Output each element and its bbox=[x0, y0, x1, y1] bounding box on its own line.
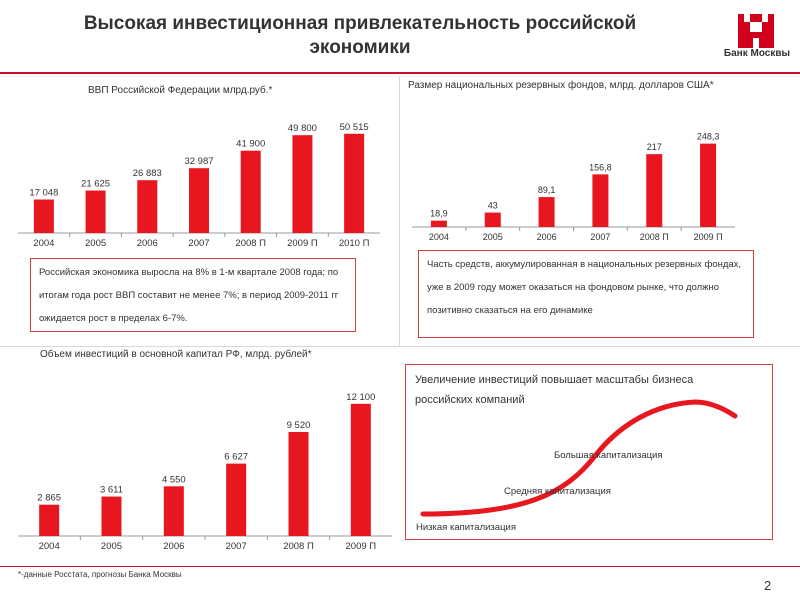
investment-bar bbox=[288, 432, 309, 536]
reserves-bar-chart: 18,9 2004 43 2005 89,1 2006 156,8 2007 217 2008 П… bbox=[412, 132, 735, 242]
investment-value-label: 2 865 bbox=[37, 493, 61, 504]
investment-value-label: 12 100 bbox=[346, 392, 375, 403]
investment-category-label: 2009 П bbox=[346, 541, 377, 552]
gdp-category-label: 2006 bbox=[137, 238, 158, 249]
investment-chart-title: Объем инвестиций в основной капитал РФ, … bbox=[40, 349, 312, 360]
investment-category-label: 2005 bbox=[101, 541, 122, 552]
gdp-value-label: 26 883 bbox=[133, 168, 162, 179]
gdp-bar bbox=[292, 135, 313, 233]
gdp-category-label: 2008 П bbox=[235, 238, 266, 249]
gdp-value-label: 17 048 bbox=[29, 188, 58, 199]
gdp-value-label: 21 625 bbox=[81, 179, 110, 190]
s-curve bbox=[420, 399, 738, 517]
reserves-value-label: 18,9 bbox=[430, 209, 448, 219]
investment-value-label: 9 520 bbox=[287, 420, 311, 431]
investment-value-label: 6 627 bbox=[224, 452, 248, 463]
investment-bar bbox=[101, 496, 122, 536]
investment-bar bbox=[350, 403, 371, 536]
footer-divider bbox=[0, 566, 800, 567]
low-cap-label: Низкая капитализация bbox=[416, 522, 516, 533]
gdp-chart-title: ВВП Российской Федерации млрд.руб.* bbox=[88, 85, 273, 96]
bank-logo bbox=[738, 14, 774, 48]
reserves-value-label: 217 bbox=[647, 142, 662, 152]
reserves-category-label: 2004 bbox=[429, 232, 449, 242]
gdp-bar bbox=[137, 180, 158, 233]
gdp-bar bbox=[240, 150, 261, 233]
reserves-bar bbox=[538, 197, 555, 227]
reserves-category-label: 2007 bbox=[590, 232, 610, 242]
reserves-category-label: 2005 bbox=[483, 232, 503, 242]
reserves-value-label: 156,8 bbox=[589, 162, 612, 172]
reserves-chart-title: Размер национальных резервных фондов, мл… bbox=[408, 80, 714, 91]
investment-value-label: 4 550 bbox=[162, 474, 186, 485]
reserves-value-label: 43 bbox=[488, 201, 498, 211]
gdp-category-label: 2007 bbox=[188, 238, 209, 249]
gdp-bar bbox=[85, 190, 106, 233]
vertical-divider bbox=[399, 76, 400, 346]
reserves-value-label: 248,3 bbox=[697, 132, 720, 142]
capitalization-box bbox=[405, 364, 773, 540]
gdp-value-label: 41 900 bbox=[236, 139, 265, 150]
gdp-value-label: 32 987 bbox=[184, 156, 213, 167]
gdp-category-label: 2009 П bbox=[287, 238, 318, 249]
gdp-bar bbox=[189, 168, 209, 233]
gdp-bar bbox=[33, 199, 54, 233]
gdp-bar-chart: 17 048 2004 21 625 2005 26 883 2006 32 987 2007… bbox=[18, 122, 380, 249]
reserves-bar bbox=[430, 220, 447, 227]
reserves-note: Часть средств, аккумулированная в национ… bbox=[418, 250, 754, 338]
reserves-category-label: 2008 П bbox=[640, 232, 669, 242]
investment-category-label: 2007 bbox=[226, 541, 247, 552]
investment-bar bbox=[163, 486, 184, 536]
reserves-value-label: 89,1 bbox=[538, 185, 556, 195]
logo-text: Банк Москвы bbox=[723, 48, 791, 59]
investment-bar bbox=[226, 463, 247, 536]
high-cap-label: Большая капитализация bbox=[554, 450, 663, 461]
mid-cap-label: Средняя капитализация bbox=[504, 486, 611, 497]
reserves-category-label: 2006 bbox=[537, 232, 557, 242]
gdp-category-label: 2010 П bbox=[339, 238, 370, 249]
page-number: 2 bbox=[764, 578, 772, 593]
gdp-category-label: 2004 bbox=[33, 238, 54, 249]
investment-category-label: 2008 П bbox=[283, 541, 314, 552]
s-curve-line bbox=[420, 399, 738, 517]
investment-category-label: 2006 bbox=[163, 541, 184, 552]
gdp-value-label: 50 515 bbox=[340, 122, 369, 133]
reserves-category-label: 2009 П bbox=[694, 232, 723, 242]
gdp-bar bbox=[344, 133, 365, 233]
footnote: *-данные Росстата, прогнозы Банка Москвы bbox=[18, 570, 182, 579]
horizontal-divider bbox=[0, 346, 800, 347]
investment-bar-chart: 2 865 2004 3 611 2005 4 550 2006 6 627 2007 9 52… bbox=[18, 392, 392, 552]
gdp-category-label: 2005 bbox=[85, 238, 106, 249]
reserves-bar bbox=[700, 143, 717, 227]
slide-title: Высокая инвестиционная привлекательность… bbox=[83, 13, 637, 58]
capitalization-title: Увеличение инвестиций повышает масштабы … bbox=[415, 374, 694, 406]
reserves-bar bbox=[592, 174, 609, 227]
reserves-bar bbox=[646, 154, 663, 227]
investment-bar bbox=[39, 504, 60, 536]
reserves-bar bbox=[484, 212, 501, 227]
gdp-note: Российская экономика выросла на 8% в 1-м… bbox=[30, 258, 356, 332]
gdp-value-label: 49 800 bbox=[288, 123, 317, 134]
investment-category-label: 2004 bbox=[39, 541, 60, 552]
investment-value-label: 3 611 bbox=[100, 485, 123, 496]
header-divider bbox=[0, 72, 800, 74]
